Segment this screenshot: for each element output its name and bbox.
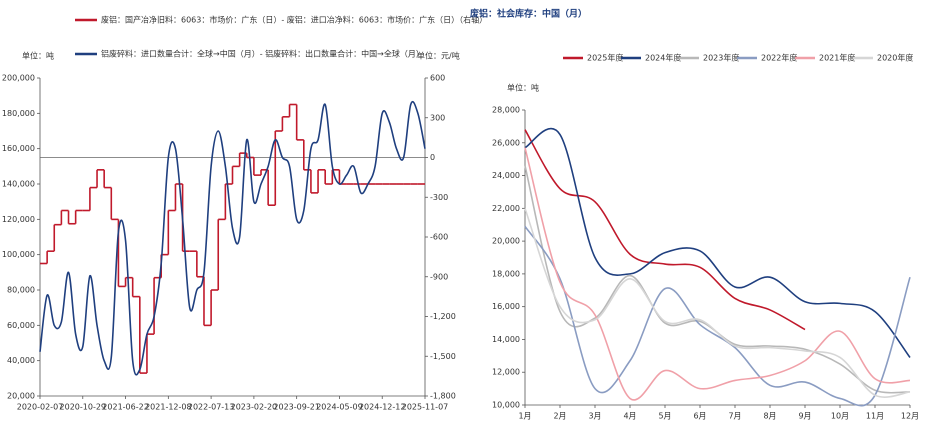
y-tick-label: 100,000 (2, 250, 35, 259)
x-tick-label: 6月 (693, 412, 706, 421)
legend-label: 2022年度 (761, 53, 797, 63)
y-tick-label: 180,000 (2, 109, 35, 118)
y-tick-label: 200,000 (2, 74, 35, 83)
x-tick-label: 2020-02-07 (17, 403, 64, 412)
y-tick-label: 20,000 (7, 392, 35, 401)
legend-label: 2021年度 (819, 53, 855, 63)
y2-tick-label: 0 (430, 153, 435, 162)
x-tick-label: 2021-12-08 (145, 403, 192, 412)
y-tick-label: 16,000 (492, 302, 520, 311)
y-unit: 单位：吨 (507, 83, 539, 93)
x-tick-label: 2024-05-09 (316, 403, 363, 412)
y2-tick-label: -1,200 (430, 312, 456, 321)
x-tick-label: 7月 (728, 412, 741, 421)
legend-label: 2025年度 (587, 53, 623, 63)
y-tick-label: 120,000 (2, 215, 35, 224)
legend-label: 铝废碎料：进口数量合计：全球→中国（月）- 铝废碎料：出口数量合计：中国→全球（… (101, 49, 424, 59)
y-tick-label: 80,000 (7, 286, 35, 295)
y-tick-label: 60,000 (7, 321, 35, 330)
x-tick-label: 2023-02-20 (231, 403, 278, 412)
series-line (524, 225, 911, 407)
x-tick-label: 2025-11-07 (402, 403, 449, 412)
y-tick-label: 12,000 (492, 368, 520, 377)
x-tick-label: 11月 (866, 412, 884, 421)
legend-label: 2024年度 (645, 53, 681, 63)
series-line (524, 147, 911, 401)
y-tick-label: 28,000 (492, 106, 520, 115)
x-tick-label: 2020-10-29 (60, 403, 107, 412)
x-tick-label: 4月 (623, 412, 636, 421)
legend-label: 2020年度 (877, 53, 913, 63)
y-tick-label: 22,000 (492, 204, 520, 213)
x-tick-label: 5月 (658, 412, 671, 421)
x-tick-label: 2021-06-22 (102, 403, 149, 412)
y-tick-label: 160,000 (2, 144, 35, 153)
x-tick-label: 2024-12-12 (359, 403, 406, 412)
y-tick-label: 18,000 (492, 269, 520, 278)
y2-tick-label: -600 (430, 233, 448, 242)
x-tick-label: 2022-07-13 (188, 403, 235, 412)
y-tick-label: 140,000 (2, 180, 35, 189)
y-tick-label: 14,000 (492, 335, 520, 344)
y-tick-label: 24,000 (492, 171, 520, 180)
x-tick-label: 2023-09-21 (273, 403, 320, 412)
x-tick-label: 1月 (518, 412, 531, 421)
x-tick-label: 10月 (831, 412, 849, 421)
y2-tick-label: -1,800 (430, 392, 456, 401)
y2-tick-label: 300 (430, 113, 445, 122)
x-tick-label: 2月 (553, 412, 566, 421)
y-tick-label: 20,000 (492, 237, 520, 246)
legend-label: 2023年度 (703, 53, 739, 63)
series-line (524, 129, 806, 331)
x-tick-label: 3月 (588, 412, 601, 421)
series-line (39, 100, 426, 376)
series-line (524, 208, 911, 398)
y2-tick-label: 600 (430, 74, 445, 83)
y2-unit: 单位：元/吨 (417, 51, 460, 61)
series-line (524, 165, 911, 394)
y-unit: 单位：吨 (22, 51, 54, 61)
y-tick-label: 26,000 (492, 138, 520, 147)
x-tick-label: 9月 (798, 412, 811, 421)
x-tick-label: 12月 (901, 412, 919, 421)
y-tick-label: 10,000 (492, 401, 520, 410)
y2-tick-label: -300 (430, 193, 448, 202)
y-tick-label: 40,000 (7, 356, 35, 365)
y2-tick-label: -900 (430, 272, 448, 281)
series-line (524, 127, 911, 358)
legend-label: 废铝：国产冶净旧料：6063：市场价：广东（日）- 废铝：进口冶净料：6063：… (101, 15, 487, 25)
y2-tick-label: -1,500 (430, 352, 456, 361)
chart-title: 废铝：社会库存：中国（月） (470, 8, 587, 20)
x-tick-label: 8月 (763, 412, 776, 421)
